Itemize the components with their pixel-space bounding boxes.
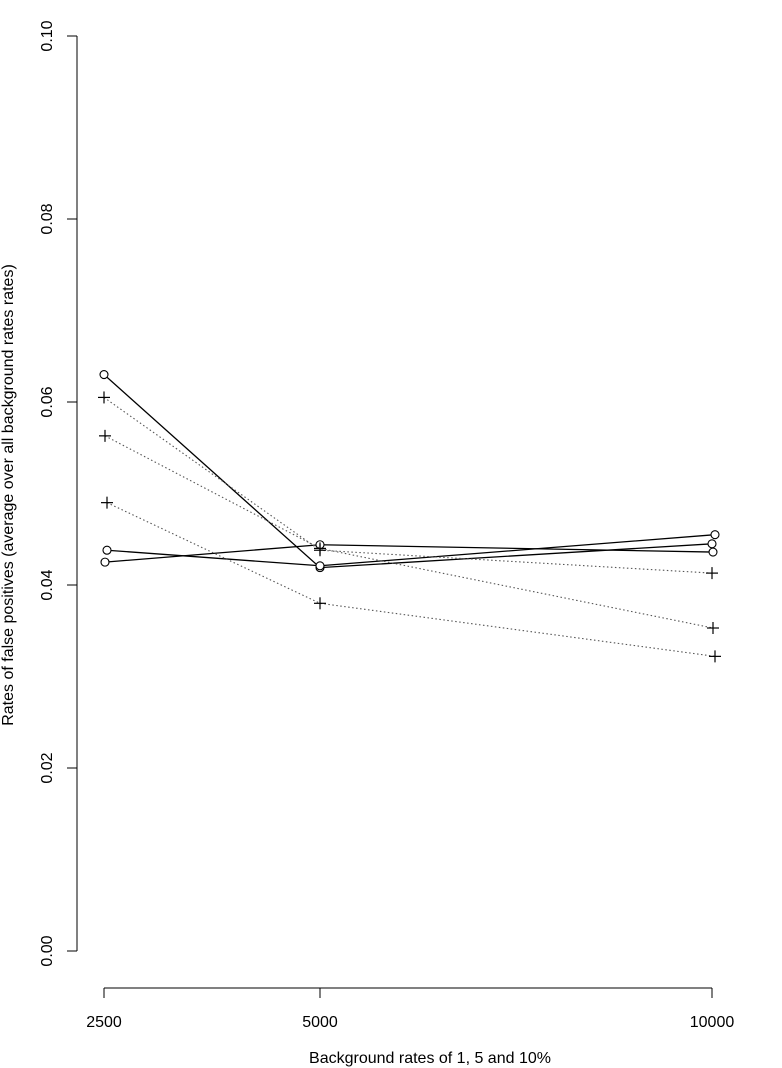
data-point-plus	[99, 429, 111, 442]
x-axis-title: Background rates of 1, 5 and 10%	[309, 1050, 551, 1067]
data-point-circle	[315, 561, 325, 571]
data-point-plus	[314, 597, 326, 610]
data-point-plus	[98, 391, 110, 404]
y-tick-label: 0.10	[39, 20, 56, 51]
series-line	[106, 502, 716, 657]
series-5	[99, 429, 719, 635]
data-point-circle	[100, 557, 110, 567]
data-point-plus	[709, 650, 721, 663]
series-line	[104, 544, 714, 563]
x-tick-label: 10000	[690, 1014, 735, 1031]
series-line	[104, 435, 714, 629]
x-axis: 2500 5000 10000	[86, 987, 735, 1031]
y-tick-label: 0.08	[39, 203, 56, 234]
series-6	[101, 496, 721, 663]
data-point-plus	[707, 622, 719, 635]
x-tick-label: 2500	[86, 1014, 122, 1031]
data-point-circle	[707, 539, 717, 549]
data-point-plus	[706, 567, 718, 580]
data-point-circle	[99, 369, 109, 380]
series-layer	[98, 369, 721, 663]
data-point-plus	[101, 496, 113, 509]
data-point-plus	[314, 542, 326, 555]
y-tick-label: 0.04	[39, 569, 56, 600]
series-2	[102, 530, 720, 571]
y-tick-label: 0.00	[39, 935, 56, 966]
data-point-circle	[710, 530, 720, 540]
data-point-circle	[708, 547, 718, 557]
x-tick-label: 5000	[302, 1014, 338, 1031]
data-point-circle	[102, 545, 112, 555]
y-axis-title: Rates of false positives (average over a…	[0, 264, 17, 726]
y-tick-label: 0.06	[39, 386, 56, 417]
y-tick-label: 0.02	[39, 752, 56, 783]
series-line	[103, 374, 713, 569]
y-axis: 0.00 0.02 0.04 0.06 0.08 0.10	[39, 20, 78, 967]
